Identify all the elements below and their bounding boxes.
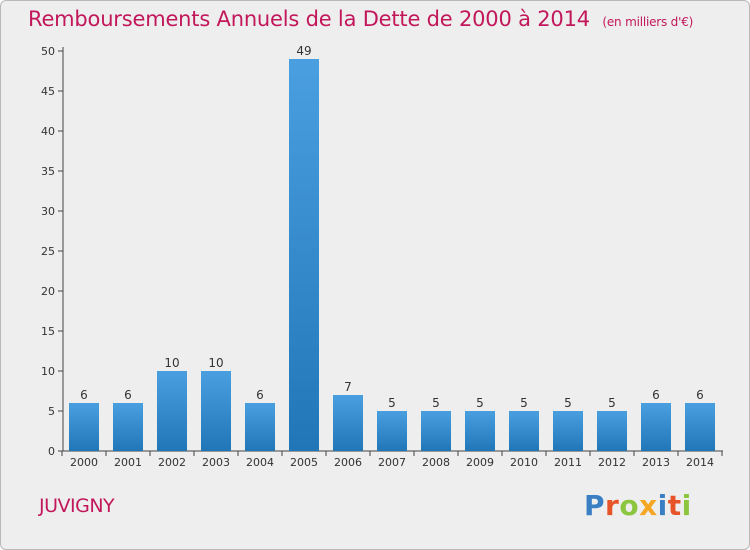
y-tick-label: 40 bbox=[41, 125, 55, 138]
y-tick-label: 45 bbox=[41, 85, 55, 98]
bar bbox=[641, 403, 671, 451]
bar bbox=[509, 411, 539, 451]
x-tick-label: 2008 bbox=[422, 456, 450, 469]
bar bbox=[421, 411, 451, 451]
data-label: 5 bbox=[520, 396, 528, 410]
data-label: 6 bbox=[652, 388, 660, 402]
data-label: 6 bbox=[124, 388, 132, 402]
data-label: 5 bbox=[608, 396, 616, 410]
y-tick-label: 5 bbox=[48, 405, 55, 418]
x-tick-label: 2014 bbox=[686, 456, 714, 469]
chart-subtitle: (en milliers d'€) bbox=[602, 15, 694, 29]
chart-title-text: Remboursements Annuels de la Dette de 20… bbox=[28, 7, 590, 31]
y-tick-label: 0 bbox=[48, 445, 55, 458]
y-tick-label: 20 bbox=[41, 285, 55, 298]
x-tick-label: 2000 bbox=[70, 456, 98, 469]
x-tick-label: 2001 bbox=[114, 456, 142, 469]
data-label: 5 bbox=[476, 396, 484, 410]
x-tick-label: 2010 bbox=[510, 456, 538, 469]
data-label: 5 bbox=[388, 396, 396, 410]
bar bbox=[333, 395, 363, 451]
logo-letter: t bbox=[667, 489, 682, 522]
x-tick-label: 2007 bbox=[378, 456, 406, 469]
bar bbox=[553, 411, 583, 451]
x-tick-label: 2009 bbox=[466, 456, 494, 469]
bar bbox=[377, 411, 407, 451]
bar bbox=[113, 403, 143, 451]
data-label: 5 bbox=[432, 396, 440, 410]
data-label: 49 bbox=[296, 44, 311, 58]
bar bbox=[597, 411, 627, 451]
bar bbox=[465, 411, 495, 451]
x-tick-label: 2003 bbox=[202, 456, 230, 469]
x-tick-label: 2011 bbox=[554, 456, 582, 469]
y-tick-label: 25 bbox=[41, 245, 55, 258]
logo-letter: r bbox=[605, 489, 620, 522]
x-tick-label: 2006 bbox=[334, 456, 362, 469]
town-name: JUVIGNY bbox=[39, 495, 115, 517]
bar bbox=[157, 371, 187, 451]
bar bbox=[201, 371, 231, 451]
data-label: 10 bbox=[164, 356, 179, 370]
logo-letter: o bbox=[619, 489, 640, 522]
bar bbox=[245, 403, 275, 451]
bar bbox=[69, 403, 99, 451]
x-tick-label: 2002 bbox=[158, 456, 186, 469]
data-label: 6 bbox=[696, 388, 704, 402]
proxiti-logo: Proxiti bbox=[584, 489, 692, 522]
data-label: 7 bbox=[344, 380, 352, 394]
x-tick-label: 2005 bbox=[290, 456, 318, 469]
bar bbox=[289, 59, 319, 451]
y-tick-label: 50 bbox=[41, 45, 55, 58]
x-tick-label: 2004 bbox=[246, 456, 274, 469]
data-label: 10 bbox=[208, 356, 223, 370]
y-tick-label: 15 bbox=[41, 325, 55, 338]
logo-letter: P bbox=[584, 489, 606, 522]
x-tick-label: 2013 bbox=[642, 456, 670, 469]
bar bbox=[685, 403, 715, 451]
y-tick-label: 10 bbox=[41, 365, 55, 378]
y-tick-label: 35 bbox=[41, 165, 55, 178]
logo-letter: i bbox=[657, 489, 668, 522]
data-label: 6 bbox=[256, 388, 264, 402]
logo-letter: i bbox=[681, 489, 692, 522]
chart-title: Remboursements Annuels de la Dette de 20… bbox=[28, 7, 693, 31]
data-label: 6 bbox=[80, 388, 88, 402]
logo-letter: x bbox=[639, 489, 658, 522]
data-label: 5 bbox=[564, 396, 572, 410]
x-tick-label: 2012 bbox=[598, 456, 626, 469]
y-tick-label: 30 bbox=[41, 205, 55, 218]
